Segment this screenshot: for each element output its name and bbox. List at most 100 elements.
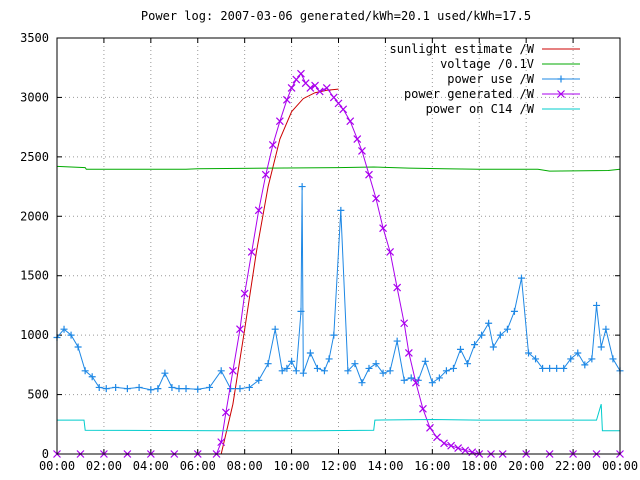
data-point	[433, 433, 441, 442]
data-point	[221, 408, 230, 417]
x-tick-label: 02:00	[86, 459, 122, 473]
data-point	[182, 385, 190, 393]
data-point	[456, 345, 464, 353]
data-point	[287, 83, 296, 92]
data-point	[229, 366, 237, 375]
x-tick-label: 16:00	[414, 459, 450, 473]
y-tick-label: 0	[42, 447, 49, 461]
data-point	[67, 331, 75, 339]
data-point	[365, 364, 373, 372]
data-point	[247, 248, 256, 256]
data-point	[588, 355, 596, 363]
data-point	[236, 385, 244, 393]
legend-label: power on C14 /W	[426, 102, 535, 116]
data-point	[372, 194, 380, 203]
x-tick-label: 22:00	[555, 459, 591, 473]
data-point	[525, 349, 533, 357]
data-point	[288, 357, 296, 365]
data-point	[112, 383, 120, 391]
data-point	[400, 319, 409, 328]
data-point	[217, 367, 225, 375]
y-tick-label: 1500	[20, 269, 49, 283]
data-point	[315, 87, 324, 96]
data-point	[123, 385, 131, 393]
data-point	[496, 331, 504, 339]
data-point	[311, 81, 319, 90]
data-point	[74, 343, 82, 351]
data-point	[546, 364, 554, 372]
data-point	[407, 374, 415, 382]
data-point	[461, 446, 470, 455]
x-tick-label: 10:00	[274, 459, 310, 473]
x-tick-label: 14:00	[367, 459, 403, 473]
series-layer	[53, 69, 624, 458]
data-point	[81, 367, 89, 375]
data-point	[60, 325, 68, 333]
data-point	[411, 378, 420, 387]
data-point	[351, 360, 359, 368]
data-point	[297, 69, 305, 78]
data-point	[464, 360, 472, 368]
data-point	[449, 364, 457, 372]
data-point	[283, 364, 291, 372]
legend-marker	[557, 90, 565, 98]
data-point	[400, 376, 408, 384]
data-point	[339, 105, 348, 114]
data-point	[268, 141, 277, 149]
data-point	[372, 360, 380, 368]
y-tick-label: 2000	[20, 209, 49, 223]
data-point	[503, 325, 511, 333]
data-point	[468, 448, 477, 457]
data-point	[245, 383, 253, 391]
data-point	[313, 364, 321, 372]
data-point	[602, 325, 610, 333]
data-point	[337, 206, 345, 214]
data-point	[135, 383, 143, 391]
data-point	[454, 444, 463, 452]
data-point	[298, 183, 306, 191]
data-point	[205, 383, 213, 391]
legend-label: power use /W	[447, 72, 534, 86]
data-point	[426, 423, 434, 432]
data-point	[358, 146, 366, 155]
data-point	[567, 355, 575, 363]
data-point	[175, 385, 183, 393]
data-point	[88, 373, 96, 381]
data-point	[275, 117, 284, 126]
series-line-power-use-w	[56, 186, 621, 391]
data-point	[447, 441, 456, 450]
data-point	[334, 99, 343, 108]
y-tick-label: 3000	[20, 90, 49, 104]
data-point	[217, 438, 226, 447]
data-point	[330, 331, 338, 339]
data-point	[393, 337, 401, 345]
data-point	[539, 364, 547, 372]
data-point	[282, 95, 291, 104]
series-line-power-on-c14-w	[57, 403, 620, 432]
data-point	[344, 367, 352, 375]
data-point	[365, 170, 373, 179]
data-point	[346, 117, 355, 126]
data-point	[147, 386, 155, 394]
data-point	[325, 355, 333, 363]
data-point	[154, 385, 162, 393]
data-point	[517, 274, 525, 282]
legend-label: power generated /W	[404, 87, 535, 101]
data-point	[240, 289, 249, 298]
series-line-voltage-0-1v	[56, 165, 621, 172]
data-point	[358, 379, 366, 387]
data-point	[510, 307, 518, 315]
data-point	[322, 83, 331, 92]
data-point	[329, 93, 338, 102]
data-point	[442, 367, 450, 375]
x-tick-label: 04:00	[133, 459, 169, 473]
data-point	[255, 376, 263, 384]
data-point	[168, 383, 176, 391]
data-point	[485, 319, 493, 327]
data-point	[353, 135, 362, 143]
data-point	[320, 367, 328, 375]
data-point	[306, 83, 315, 92]
data-point	[264, 360, 272, 368]
